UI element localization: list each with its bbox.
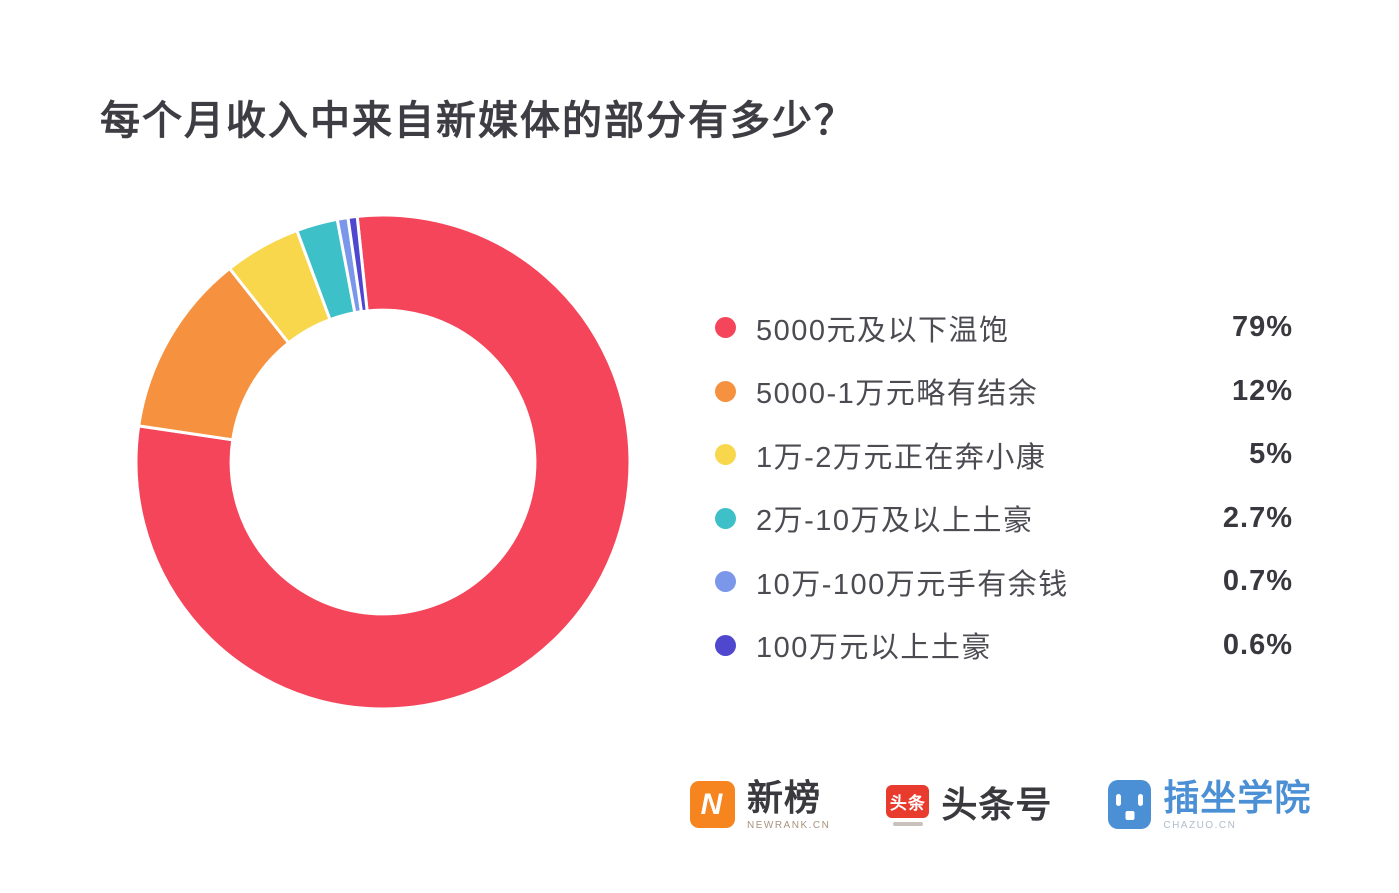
donut-slice-0	[134, 213, 632, 711]
toutiao-brand-text: 头条号	[941, 784, 1053, 826]
newrank-subtext: NEWRANK.CN	[747, 819, 831, 831]
chazuo-face-right-eye	[1138, 794, 1144, 807]
chazuo-face-icon	[1108, 780, 1152, 830]
legend-color-dot	[715, 634, 736, 656]
legend-item-2: 1万-2万元正在奔小康 5%	[715, 423, 1293, 487]
newrank-text-block: 新榜 NEWRANK.CN	[747, 779, 830, 831]
legend-label: 100万元以上土豪	[756, 632, 992, 665]
logo-chazuo: 插坐学院 CHAZUO.CN	[1108, 779, 1311, 831]
chazuo-brand-text: 插坐学院	[1163, 777, 1312, 819]
chazuo-face-mouth	[1125, 811, 1135, 821]
logo-toutiao: 头条 头条号	[886, 784, 1053, 826]
legend-color-dot	[715, 507, 736, 529]
legend-value: 2.7%	[1222, 501, 1293, 534]
legend-label: 5000-1万元略有结余	[756, 378, 1039, 411]
toutiao-icon-square: 头条	[886, 784, 930, 818]
legend-color-dot	[715, 444, 736, 466]
legend-item-4: 10万-100万元手有余钱 0.7%	[715, 550, 1293, 614]
legend-item-3: 2万-10万及以上土豪 2.7%	[715, 487, 1293, 551]
footer-logos: N 新榜 NEWRANK.CN 头条 头条号 插坐学院	[690, 770, 1311, 840]
chart-title: 每个月收入中来自新媒体的部分有多少？	[100, 99, 856, 143]
legend-label: 5000元及以下温饱	[756, 314, 1010, 347]
chazuo-face-left-eye	[1116, 794, 1122, 807]
legend-label: 2万-10万及以上土豪	[756, 505, 1034, 538]
legend-color-dot	[715, 317, 736, 339]
legend-item-0: 5000元及以下温饱 79%	[715, 296, 1293, 360]
legend-color-dot	[715, 380, 736, 402]
donut-chart	[134, 213, 632, 711]
toutiao-icon: 头条	[886, 784, 930, 826]
chart-legend: 5000元及以下温饱 79% 5000-1万元略有结余 12% 1万-2万元正在奔小康 5…	[715, 296, 1293, 677]
toutiao-icon-chars: 头条	[889, 793, 926, 813]
legend-item-1: 5000-1万元略有结余 12%	[715, 360, 1293, 424]
newrank-n-icon: N	[690, 781, 735, 829]
chazuo-text-block: 插坐学院 CHAZUO.CN	[1163, 779, 1311, 831]
newrank-n-letter: N	[700, 787, 723, 821]
legend-value: 0.7%	[1222, 565, 1293, 598]
legend-item-5: 100万元以上土豪 0.6%	[715, 614, 1293, 678]
donut-slice-5	[346, 214, 369, 314]
legend-label: 10万-100万元手有余钱	[756, 568, 1069, 601]
chazuo-subtext: CHAZUO.CN	[1163, 819, 1237, 831]
legend-color-dot	[715, 571, 736, 593]
legend-value: 0.6%	[1222, 628, 1293, 661]
logo-newrank: N 新榜 NEWRANK.CN	[690, 779, 830, 831]
toutiao-icon-caption-bar	[892, 821, 923, 826]
legend-value: 12%	[1231, 374, 1293, 407]
legend-label: 1万-2万元正在奔小康	[756, 441, 1047, 474]
legend-value: 5%	[1249, 438, 1293, 471]
legend-value: 79%	[1231, 311, 1293, 344]
newrank-brand-text: 新榜	[747, 777, 822, 819]
